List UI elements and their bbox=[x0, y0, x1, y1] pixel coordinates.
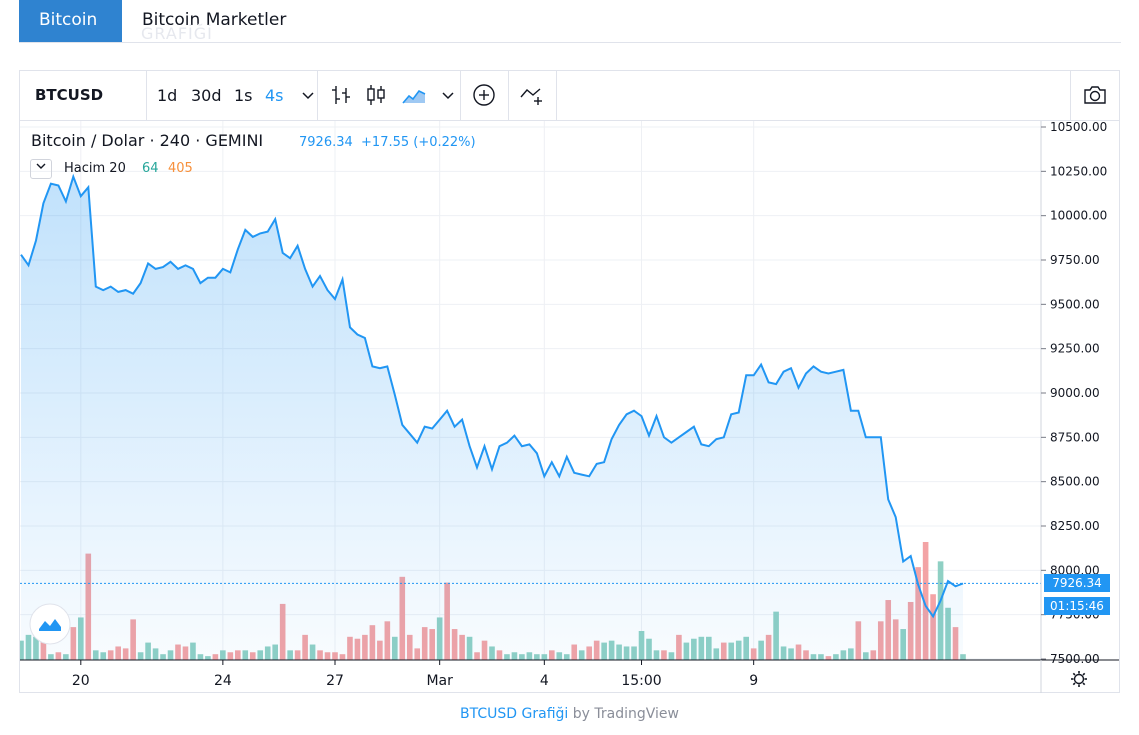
y-tick-label: 10000.00 bbox=[1050, 209, 1107, 223]
price-line bbox=[20, 173, 964, 619]
price-area-fill bbox=[21, 176, 963, 660]
legend-change: +17.55 (+0.22%) bbox=[361, 135, 476, 150]
x-tick-label: 4 bbox=[540, 673, 549, 689]
tab-bitcoin[interactable]: Bitcoin bbox=[19, 0, 122, 42]
settings-gear-icon[interactable] bbox=[1071, 671, 1087, 687]
volume-bar bbox=[922, 542, 929, 660]
candles-icon[interactable] bbox=[362, 81, 390, 109]
footer-by-tradingview[interactable]: by TradingView bbox=[572, 706, 679, 722]
countdown-text: 01:15:46 bbox=[1050, 599, 1104, 613]
attribution-footer: BTCUSD Grafiği by TradingView bbox=[0, 706, 1139, 722]
camera-icon[interactable] bbox=[1081, 81, 1109, 109]
price-chart[interactable]: 10500.0010250.0010000.009750.009500.0092… bbox=[18, 120, 1119, 693]
y-tick-label: 9750.00 bbox=[1050, 253, 1100, 267]
y-tick-label: 8250.00 bbox=[1050, 519, 1100, 533]
y-tick-label: 8000.00 bbox=[1050, 563, 1100, 577]
interval-1s-button[interactable]: 1s bbox=[234, 86, 253, 105]
volume-legend-name: Hacim 20 bbox=[64, 161, 126, 176]
y-tick-label: 9000.00 bbox=[1050, 386, 1100, 400]
bars-icon[interactable] bbox=[327, 81, 355, 109]
tab-ghost-text: GRAFİĞİ bbox=[141, 24, 213, 43]
current-price-text: 7926.34 bbox=[1052, 576, 1102, 590]
symbol-search-button[interactable]: BTCUSD bbox=[35, 86, 104, 104]
x-tick-label: 24 bbox=[214, 673, 232, 689]
toolbar-divider bbox=[556, 71, 557, 120]
volume-legend-value-b: 405 bbox=[168, 161, 193, 176]
x-tick-label: 9 bbox=[749, 673, 758, 689]
chart-toolbar: BTCUSD 1d 30d 1s 4s bbox=[20, 71, 1119, 121]
y-tick-label: 10500.00 bbox=[1050, 121, 1107, 134]
area-chart-icon[interactable] bbox=[400, 81, 428, 109]
tab-bar: Bitcoin Bitcoin Marketler GRAFİĞİ bbox=[19, 0, 1121, 43]
footer-chart-link[interactable]: BTCUSD Grafiği bbox=[460, 706, 569, 722]
chart-widget: BTCUSD 1d 30d 1s 4s bbox=[18, 70, 1120, 693]
y-tick-label: 8500.00 bbox=[1050, 475, 1100, 489]
x-tick-label: 20 bbox=[72, 673, 90, 689]
toolbar-divider bbox=[508, 71, 509, 120]
toolbar-divider bbox=[1070, 71, 1071, 120]
tradingview-logo-icon[interactable] bbox=[29, 603, 71, 645]
tab-bitcoin-marketler[interactable]: Bitcoin Marketler bbox=[142, 10, 287, 30]
interval-4s-button[interactable]: 4s bbox=[265, 86, 284, 105]
toolbar-divider bbox=[460, 71, 461, 120]
chart-legend-price: 7926.34 +17.55 (+0.22%) bbox=[299, 135, 476, 150]
y-tick-label: 8750.00 bbox=[1050, 430, 1100, 444]
x-tick-label: Mar bbox=[426, 673, 453, 689]
chevron-down-icon bbox=[36, 163, 46, 169]
collapse-legend-button[interactable] bbox=[30, 159, 52, 179]
countdown-label: 01:15:46 bbox=[1044, 597, 1110, 615]
chart-area[interactable]: 10500.00 10250.00 10000.00 9750.00 9500.00 92… bbox=[18, 120, 1119, 693]
toolbar-divider bbox=[317, 71, 318, 120]
chevron-down-icon[interactable] bbox=[294, 81, 322, 109]
y-tick-label: 9500.00 bbox=[1050, 297, 1100, 311]
y-tick-label: 7500.00 bbox=[1050, 652, 1100, 666]
current-price-label: 7926.34 bbox=[1044, 574, 1110, 592]
chevron-down-icon[interactable] bbox=[434, 81, 462, 109]
x-tick-label: 27 bbox=[326, 673, 344, 689]
interval-1d-button[interactable]: 1d bbox=[157, 86, 178, 105]
legend-last-price: 7926.34 bbox=[299, 135, 353, 150]
toolbar-divider bbox=[146, 71, 147, 120]
y-tick-label: 9250.00 bbox=[1050, 342, 1100, 356]
y-tick-label: 10250.00 bbox=[1050, 164, 1107, 178]
chart-legend-title: Bitcoin / Dolar · 240 · GEMINI bbox=[31, 131, 264, 150]
add-indicator-icon[interactable] bbox=[470, 81, 498, 109]
compare-icon[interactable] bbox=[518, 81, 546, 109]
interval-30d-button[interactable]: 30d bbox=[191, 86, 222, 105]
volume-legend-value-a: 64 bbox=[142, 161, 159, 176]
x-tick-label: 15:00 bbox=[621, 673, 661, 689]
